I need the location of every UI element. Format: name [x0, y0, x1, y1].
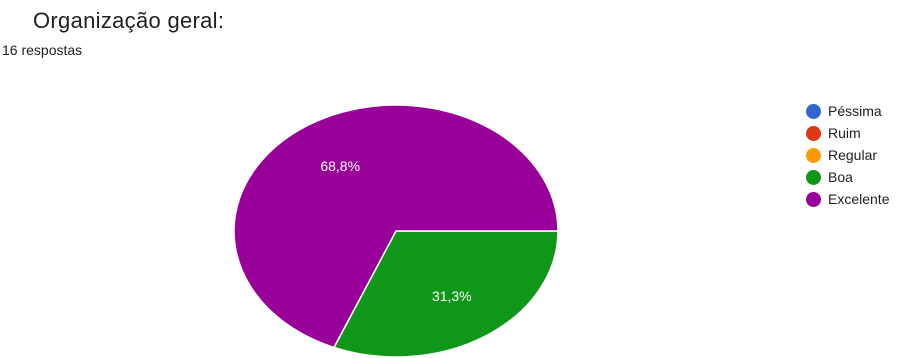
legend-swatch-ruim [806, 125, 821, 141]
slice-label-excelente: 68,8% [320, 158, 360, 174]
legend-item-pessima[interactable]: Péssima [806, 100, 913, 122]
legend-item-regular[interactable]: Regular [806, 144, 913, 166]
pie-labels: 31,3% 68,8% [320, 158, 471, 304]
pie-slices [233, 104, 559, 358]
legend-item-boa[interactable]: Boa [806, 166, 913, 188]
pie-slice-excelente[interactable] [233, 104, 559, 349]
legend-swatch-excelente [806, 191, 821, 207]
legend-item-excelente[interactable]: Excelente [806, 188, 913, 210]
legend-label-regular: Regular [828, 147, 878, 163]
chart-title: Organização geral: [33, 8, 225, 33]
legend-item-ruim[interactable]: Ruim [806, 122, 913, 144]
slice-label-boa: 31,3% [432, 288, 472, 304]
legend-label-excelente: Excelente [828, 191, 890, 207]
legend-swatch-pessima [806, 103, 821, 119]
legend-label-ruim: Ruim [828, 125, 861, 141]
legend-swatch-boa [806, 169, 821, 185]
response-count: 16 respostas [2, 42, 83, 58]
pie-slice-boa[interactable] [332, 230, 559, 358]
legend-label-pessima: Péssima [828, 103, 882, 119]
legend: Péssima Ruim Regular Boa Excelente [806, 100, 913, 210]
legend-swatch-regular [806, 147, 821, 163]
legend-label-boa: Boa [828, 169, 853, 185]
